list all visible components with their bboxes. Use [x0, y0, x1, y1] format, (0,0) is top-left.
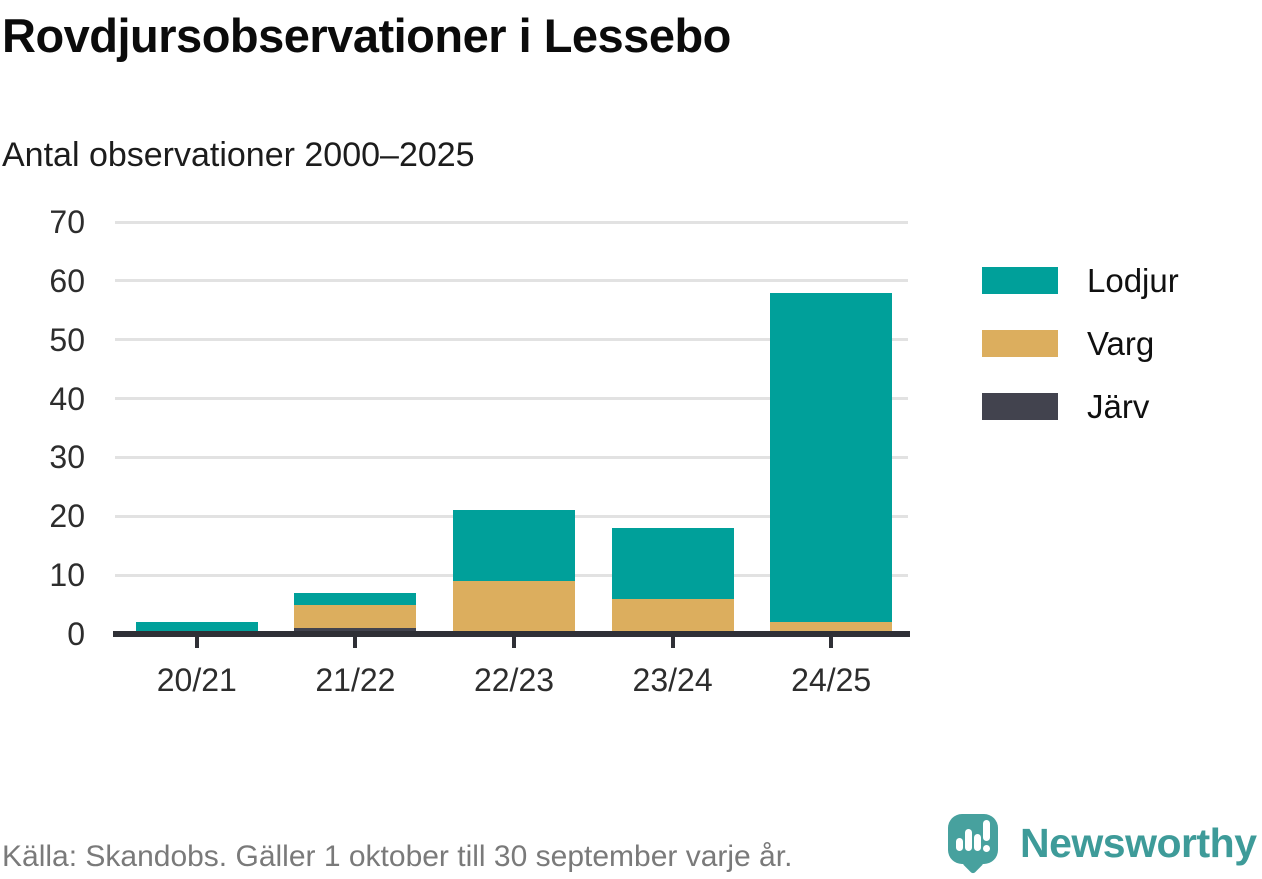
bar-segment-varg — [770, 622, 893, 634]
x-axis-label: 24/25 — [791, 662, 872, 698]
bar-22-23 — [453, 510, 575, 634]
gridline-y-40 — [115, 397, 908, 401]
x-axis-line — [113, 631, 910, 637]
y-axis-tick-label: 40 — [49, 380, 85, 417]
logo-bar-3 — [974, 834, 981, 851]
bar-segment-lodjur — [770, 292, 893, 623]
x-axis-tick — [512, 637, 516, 648]
bar-segment-varg — [611, 598, 734, 634]
x-axis-label: 20/21 — [156, 662, 237, 698]
gridline-y-60 — [115, 279, 908, 283]
y-axis-tick-label: 20 — [49, 498, 85, 535]
y-axis-tick-label: 30 — [49, 439, 85, 476]
chart-subtitle: Antal observationer 2000–2025 — [2, 136, 475, 174]
brand-name: Newsworthy — [1020, 820, 1257, 866]
bar-24-25 — [770, 292, 893, 634]
y-axis-tick-label: 60 — [49, 262, 85, 299]
bar-segment-varg — [453, 581, 575, 634]
x-axis-label: 23/24 — [632, 662, 713, 698]
bar-23-24 — [611, 528, 734, 634]
legend-swatch-icon — [982, 267, 1058, 294]
legend-swatch-icon — [982, 393, 1058, 420]
plot-area: 0 10 20 30 40 50 60 70 20/21 21/22 22/23 23/24 24/25 — [49, 204, 910, 698]
x-axis-tick — [194, 637, 199, 648]
logo-bubble-tail — [961, 851, 985, 875]
legend-swatch-icon — [982, 330, 1058, 357]
legend-item-järv: Järv — [982, 390, 1179, 423]
bar-segment-lodjur — [294, 592, 417, 605]
x-axis-tick — [829, 637, 834, 648]
x-axis-label: 22/23 — [473, 662, 555, 698]
y-axis-tick-label: 70 — [49, 204, 85, 240]
gridline-y-50 — [115, 338, 908, 342]
logo-bar-1 — [956, 838, 963, 851]
bar-20-21 — [135, 622, 258, 634]
chart-title: Rovdjursobservationer i Lessebo — [2, 9, 731, 62]
x-axis-tick — [353, 637, 358, 648]
legend-label: Varg — [1087, 325, 1155, 362]
newsworthy-logo-icon — [948, 814, 998, 875]
bar-segment-lodjur — [611, 528, 734, 599]
y-axis-tick-label: 50 — [49, 321, 85, 358]
x-axis-tick — [670, 637, 675, 648]
source-note: Källa: Skandobs. Gäller 1 oktober till 3… — [2, 840, 793, 873]
y-axis-tick-label: 10 — [49, 557, 85, 594]
bar-segment-lodjur — [453, 510, 575, 582]
brand-footer: Newsworthy — [948, 814, 1257, 875]
bar-segment-lodjur — [135, 622, 258, 634]
logo-exclamation-dot — [983, 845, 990, 852]
gridline-y-70 — [115, 220, 908, 224]
bar-segment-varg — [294, 604, 417, 629]
bar-21-22 — [294, 592, 417, 634]
logo-exclamation-bar — [983, 820, 990, 841]
logo-bar-2 — [965, 829, 972, 851]
legend-label: Järv — [1087, 388, 1150, 425]
x-axis-label: 21/22 — [315, 662, 396, 698]
legend-label: Lodjur — [1087, 262, 1179, 299]
gridline-y-30 — [115, 455, 908, 459]
legend-item-lodjur: Lodjur — [982, 264, 1179, 297]
legend-item-varg: Varg — [982, 327, 1179, 360]
y-axis-tick-label: 0 — [67, 616, 85, 652]
legend: Lodjur Varg Järv — [982, 264, 1179, 453]
